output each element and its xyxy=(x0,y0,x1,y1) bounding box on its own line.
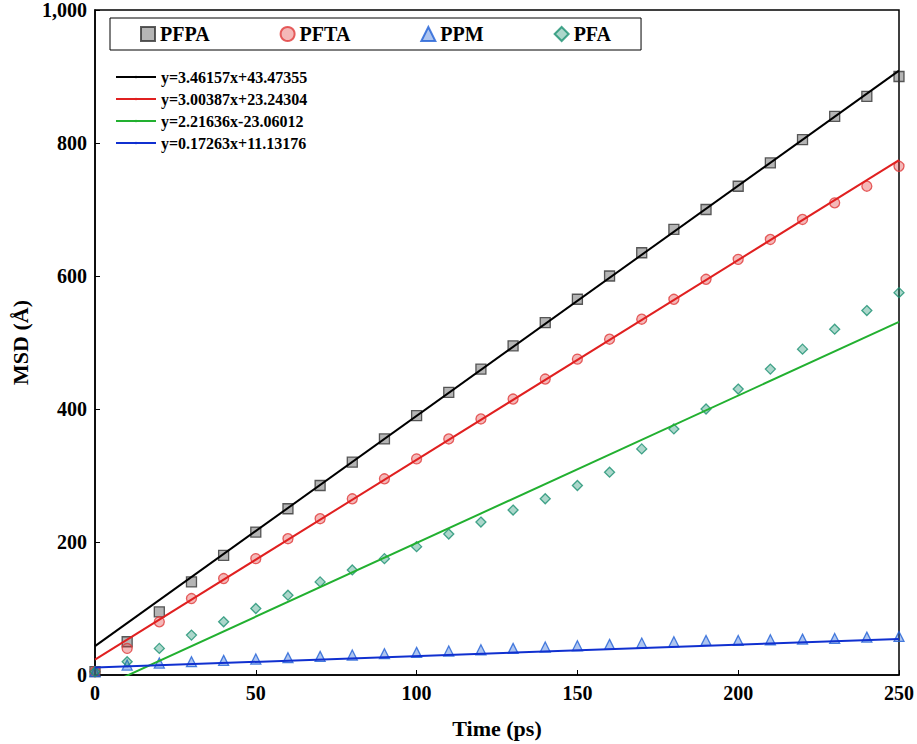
svg-text:1,000: 1,000 xyxy=(42,0,87,21)
svg-text:PFPA: PFPA xyxy=(160,23,210,45)
svg-text:0: 0 xyxy=(77,664,87,686)
svg-text:100: 100 xyxy=(402,682,432,704)
svg-text:200: 200 xyxy=(723,682,753,704)
svg-text:y=3.46157x+43.47355: y=3.46157x+43.47355 xyxy=(161,69,307,87)
svg-text:50: 50 xyxy=(246,682,266,704)
svg-text:400: 400 xyxy=(57,398,87,420)
svg-text:y=2.21636x-23.06012: y=2.21636x-23.06012 xyxy=(161,113,303,131)
svg-text:Time (ps): Time (ps) xyxy=(452,716,541,741)
svg-text:0: 0 xyxy=(90,682,100,704)
svg-text:PFA: PFA xyxy=(574,23,612,45)
svg-text:250: 250 xyxy=(884,682,914,704)
svg-text:y=0.17263x+11.13176: y=0.17263x+11.13176 xyxy=(161,135,306,153)
svg-text:600: 600 xyxy=(57,265,87,287)
svg-text:PPM: PPM xyxy=(440,23,483,45)
svg-text:PFTA: PFTA xyxy=(300,23,351,45)
svg-text:200: 200 xyxy=(57,531,87,553)
svg-text:800: 800 xyxy=(57,132,87,154)
svg-text:MSD (Å): MSD (Å) xyxy=(8,300,33,385)
svg-text:y=3.00387x+23.24304: y=3.00387x+23.24304 xyxy=(161,91,307,109)
svg-text:150: 150 xyxy=(562,682,592,704)
